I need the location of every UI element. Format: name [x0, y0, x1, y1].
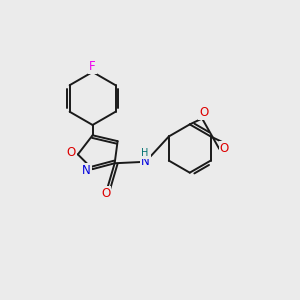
Text: N: N: [141, 155, 150, 168]
Text: H: H: [141, 148, 148, 158]
Text: F: F: [89, 60, 96, 73]
Text: O: O: [220, 142, 229, 155]
Text: O: O: [199, 106, 208, 119]
Text: O: O: [101, 187, 110, 200]
Text: N: N: [82, 164, 91, 177]
Text: O: O: [67, 146, 76, 159]
